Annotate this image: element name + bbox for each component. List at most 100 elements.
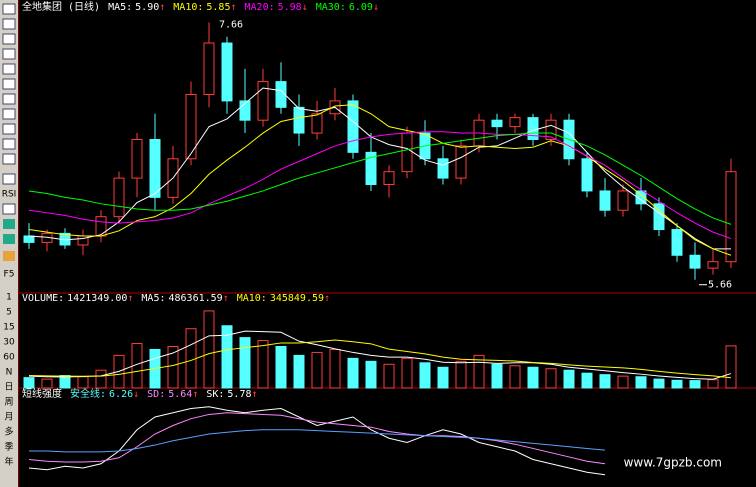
header-label: 安全线: — [70, 387, 106, 400]
indicator-line — [28, 104, 732, 256]
header-label: MA30: — [316, 2, 346, 13]
toolbar: RSI F5 — [0, 0, 18, 487]
high-label: 7.66 — [219, 19, 243, 30]
period-button: 30 — [3, 338, 15, 348]
header-arrow: ↑ — [159, 2, 165, 13]
panel-header: 全地集团 (日线) MA5: 5.90↑ MA10: 5.85↑ MA20: 5.98↓ MA… — [22, 0, 379, 13]
candle-body — [617, 190, 629, 211]
period-button: 月 — [4, 412, 13, 423]
period-button: 年 — [4, 456, 13, 468]
candle-body — [383, 171, 395, 186]
volume-bar — [455, 360, 467, 389]
header-label: MA10: — [173, 2, 203, 13]
header-label: MA5: — [108, 2, 132, 13]
indicator-line — [28, 339, 732, 379]
candle-body — [365, 151, 377, 186]
header-arrow: ↑ — [127, 293, 133, 304]
candle-body — [293, 106, 305, 134]
volume-bar — [563, 369, 575, 389]
volume-bar — [221, 325, 233, 389]
header-label: SK: — [206, 389, 224, 400]
candle-body — [581, 158, 593, 192]
candle-body — [671, 229, 683, 256]
candle-body — [491, 119, 503, 128]
icon — [2, 108, 16, 120]
icon — [3, 234, 15, 244]
volume-bar — [599, 374, 611, 389]
indicator-line — [28, 412, 606, 465]
volume-bar — [707, 379, 719, 389]
period-button: 60 — [3, 353, 15, 363]
indicator-line — [28, 131, 732, 240]
indicator-line — [28, 132, 732, 225]
volume-bar — [167, 346, 179, 389]
indicator-line — [28, 87, 731, 250]
icon — [2, 48, 16, 60]
candle-body — [545, 119, 557, 140]
candle-body — [185, 93, 197, 160]
volume-bar — [329, 348, 341, 389]
panel-title: 短线强度 — [22, 387, 62, 400]
period-button: 周 — [4, 397, 13, 408]
period-button: 日 — [4, 382, 13, 393]
header-value: 5.64 — [168, 389, 192, 400]
header-arrow: ↑ — [324, 293, 330, 304]
header-label: SD: — [147, 389, 165, 400]
volume-bar — [77, 376, 89, 389]
icon — [2, 33, 16, 45]
icon — [2, 63, 16, 75]
header-value: 1421349.00 — [67, 293, 127, 304]
icon — [2, 3, 16, 15]
header-arrow: ↓ — [133, 389, 139, 400]
candle-body — [437, 158, 449, 179]
icon — [2, 18, 16, 30]
panel-title: 全地集团 (日线) — [22, 0, 100, 13]
period-button: 15 — [3, 323, 14, 333]
volume-bar — [509, 365, 521, 389]
volume-bar — [239, 337, 251, 389]
candle-body — [131, 138, 143, 179]
candle-body — [707, 261, 719, 269]
icon — [2, 93, 16, 105]
volume-bar — [581, 372, 593, 389]
volume-bar — [671, 379, 683, 389]
volume-bar — [653, 378, 665, 389]
header-arrow: ↑ — [223, 293, 229, 304]
volume-bar — [275, 346, 287, 389]
candle-body — [239, 100, 251, 121]
candle-body — [149, 138, 161, 198]
header-value: 486361.59 — [169, 293, 223, 304]
candle-body — [509, 117, 521, 128]
volume-bar — [347, 357, 359, 389]
candle-body — [23, 235, 35, 243]
icon — [3, 251, 15, 261]
header-value: 6.26 — [109, 389, 133, 400]
header-label: MA20: — [245, 2, 275, 13]
volume-bar — [293, 354, 305, 389]
candle-body — [689, 254, 701, 269]
header-label: MA10: — [237, 293, 267, 304]
header-value: 6.09 — [349, 2, 373, 13]
candle-body — [95, 216, 107, 237]
header-value: 5.90 — [135, 2, 159, 13]
icon-label: F5 — [4, 270, 15, 280]
volume-bar — [689, 380, 701, 389]
volume-bar — [545, 368, 557, 389]
header-arrow: ↑ — [252, 389, 258, 400]
candle-body — [599, 190, 611, 211]
volume-bar — [527, 366, 539, 389]
volume-bar — [401, 357, 413, 389]
candle-body — [113, 177, 125, 218]
period-button: 5 — [6, 308, 12, 318]
period-button: N — [6, 368, 13, 378]
volume-bar — [635, 376, 647, 389]
volume-bar — [383, 363, 395, 389]
volume-bar — [185, 328, 197, 389]
header-value: 5.85 — [206, 2, 230, 13]
icon-label: RSI — [2, 190, 17, 200]
indicator-line — [28, 330, 732, 380]
volume-bar — [203, 310, 215, 389]
volume-bar — [473, 354, 485, 389]
